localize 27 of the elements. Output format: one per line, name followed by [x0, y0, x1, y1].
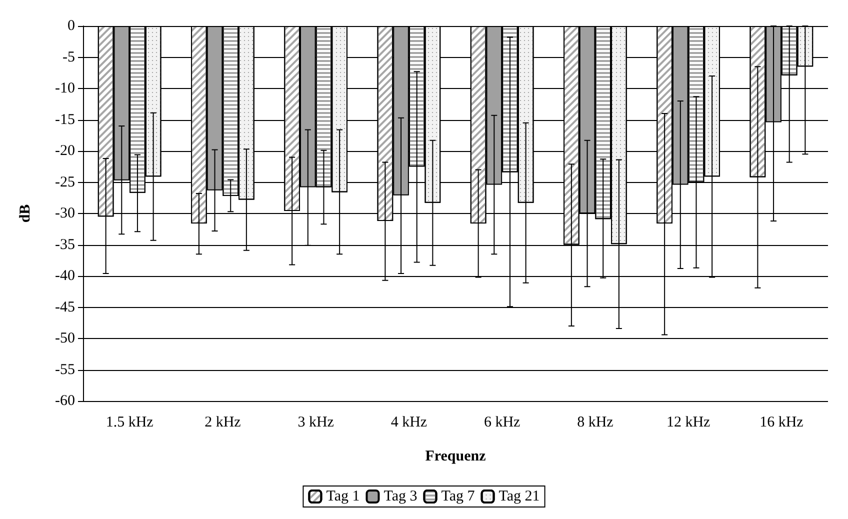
x-tick-label: 8 kHz — [577, 414, 614, 430]
x-tick-label: 16 kHz — [760, 414, 804, 430]
y-tick-label: -20 — [55, 143, 75, 159]
y-tick-label: -25 — [55, 174, 75, 190]
x-tick-label: 4 kHz — [390, 414, 428, 430]
x-tick-label: 2 kHz — [204, 414, 242, 430]
y-tick-label: -45 — [55, 299, 75, 316]
legend-label: Tag 7 — [441, 488, 476, 504]
x-tick-label: 3 kHz — [298, 414, 334, 430]
x-tick-label: 6 kHz — [484, 414, 521, 430]
y-tick-label: -50 — [55, 330, 75, 346]
y-tick-label: -10 — [55, 80, 75, 96]
legend-label: Tag 3 — [384, 488, 418, 504]
y-tick-label: 0 — [68, 18, 75, 34]
y-tick-label: -30 — [55, 206, 75, 222]
legend-label: Tag 1 — [326, 488, 360, 504]
y-tick-label: -60 — [55, 393, 75, 409]
y-tick-label: -15 — [55, 112, 75, 128]
y-tick-label: -35 — [55, 236, 75, 253]
y-tick-label: -5 — [62, 49, 75, 66]
x-tick-label: 1.5 kHz — [106, 414, 154, 430]
y-tick-label: -55 — [55, 362, 75, 378]
x-tick-label: 12 kHz — [666, 414, 711, 430]
y-tick-label: -40 — [55, 268, 75, 284]
legend-label: Tag 21 — [498, 488, 540, 504]
y-axis-title: dB — [18, 204, 34, 223]
x-axis-title: Frequenz — [425, 448, 486, 464]
